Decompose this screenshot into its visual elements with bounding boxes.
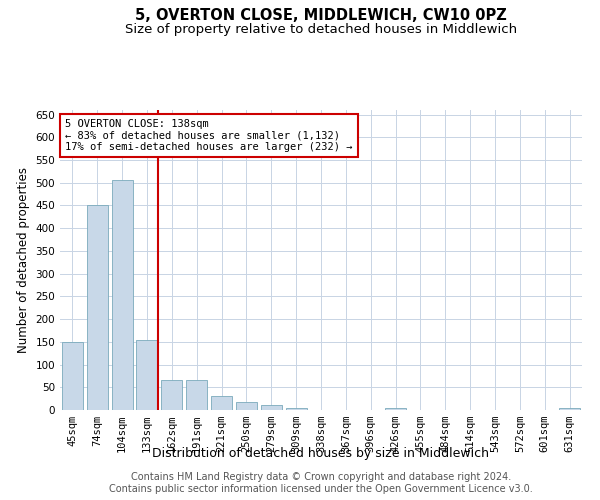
Text: 5, OVERTON CLOSE, MIDDLEWICH, CW10 0PZ: 5, OVERTON CLOSE, MIDDLEWICH, CW10 0PZ [135,8,507,22]
Bar [286,408,307,410]
Text: Distribution of detached houses by size in Middlewich: Distribution of detached houses by size … [152,448,490,460]
Bar [62,342,83,410]
Bar [136,340,158,410]
Text: Size of property relative to detached houses in Middlewich: Size of property relative to detached ho… [125,22,517,36]
Bar [87,206,108,410]
Text: Contains HM Land Registry data © Crown copyright and database right 2024.
Contai: Contains HM Land Registry data © Crown c… [109,472,533,494]
Y-axis label: Number of detached properties: Number of detached properties [17,167,30,353]
Bar [261,406,282,410]
Text: 5 OVERTON CLOSE: 138sqm
← 83% of detached houses are smaller (1,132)
17% of semi: 5 OVERTON CLOSE: 138sqm ← 83% of detache… [65,119,353,152]
Bar [559,408,580,410]
Bar [385,408,406,410]
Bar [161,380,182,410]
Bar [211,396,232,410]
Bar [236,402,257,410]
Bar [112,180,133,410]
Bar [186,380,207,410]
